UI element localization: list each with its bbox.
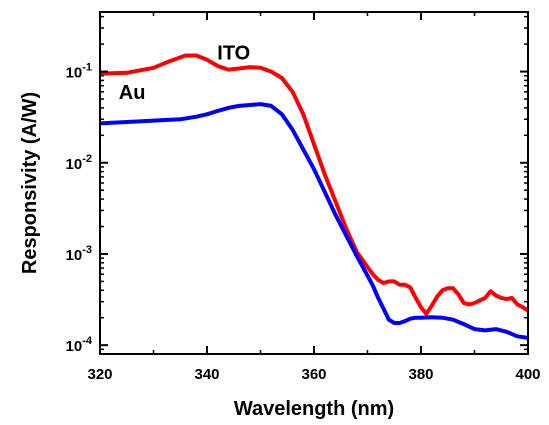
- x-tick-label: 380: [408, 366, 433, 383]
- series-line-ito: [100, 53, 528, 316]
- series-line-au: [100, 102, 528, 340]
- x-tick-label: 320: [87, 366, 112, 383]
- x-axis-title: Wavelength (nm): [234, 398, 394, 420]
- x-tick-label: 340: [194, 366, 219, 383]
- y-axis-title: Responsivity (A/W): [19, 92, 41, 274]
- y-tick-label: 10-4: [66, 335, 93, 355]
- series-label-au: Au: [119, 82, 146, 104]
- x-tick-label: 400: [515, 366, 540, 383]
- series-label-ito: ITO: [217, 43, 250, 65]
- y-tick-label: 10-1: [66, 62, 92, 82]
- x-tick-label: 360: [301, 366, 326, 383]
- y-tick-label: 10-2: [66, 153, 92, 173]
- y-tick-label: 10-3: [66, 244, 92, 264]
